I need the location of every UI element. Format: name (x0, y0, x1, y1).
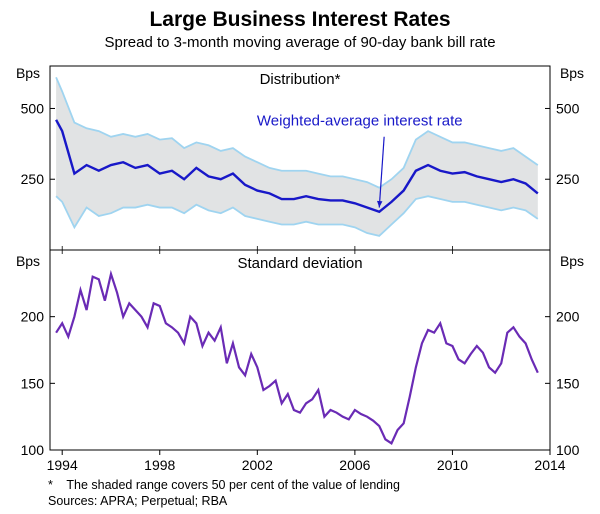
distribution-band (56, 77, 538, 236)
y-tick-label-left: 500 (21, 100, 45, 116)
y-tick-label-left-b: 150 (21, 375, 45, 391)
y-tick-label-right-b: 100 (556, 442, 580, 458)
bottom-panel-title: Standard deviation (237, 255, 362, 272)
y-tick-label-left-b: 200 (21, 309, 45, 325)
y-tick-label-left-b: 100 (21, 442, 45, 458)
footnote-marker: * (48, 478, 53, 492)
footnote-text: The shaded range covers 50 per cent of t… (66, 478, 400, 492)
stddev-line (56, 274, 538, 443)
sources: Sources: APRA; Perpetual; RBA (48, 494, 227, 508)
y-tick-label-right-b: 200 (556, 309, 580, 325)
top-panel-title: Distribution* (260, 71, 341, 88)
x-tick-label: 2002 (242, 457, 273, 473)
ylabel-top-right: Bps (560, 65, 584, 81)
x-tick-label: 2006 (339, 457, 370, 473)
footnote: * The shaded range covers 50 per cent of… (48, 478, 400, 492)
ylabel-bot-left: Bps (16, 253, 40, 269)
y-tick-label-left: 250 (21, 171, 45, 187)
y-tick-label-right: 500 (556, 100, 580, 116)
ylabel-bot-right: Bps (560, 253, 584, 269)
x-tick-label: 1994 (47, 457, 78, 473)
annotation-text: Weighted-average interest rate (257, 112, 463, 129)
x-tick-label: 1998 (144, 457, 175, 473)
chart-svg: 1994 1998 2002 2006 2010 2014 250 250 500 500 100 1… (0, 0, 600, 514)
chart-container: Large Business Interest Rates Spread to … (0, 0, 600, 514)
y-tick-label-right: 250 (556, 171, 580, 187)
x-tick-label: 2014 (534, 457, 565, 473)
ylabel-top-left: Bps (16, 65, 40, 81)
x-tick-label: 2010 (437, 457, 468, 473)
y-tick-label-right-b: 150 (556, 375, 580, 391)
